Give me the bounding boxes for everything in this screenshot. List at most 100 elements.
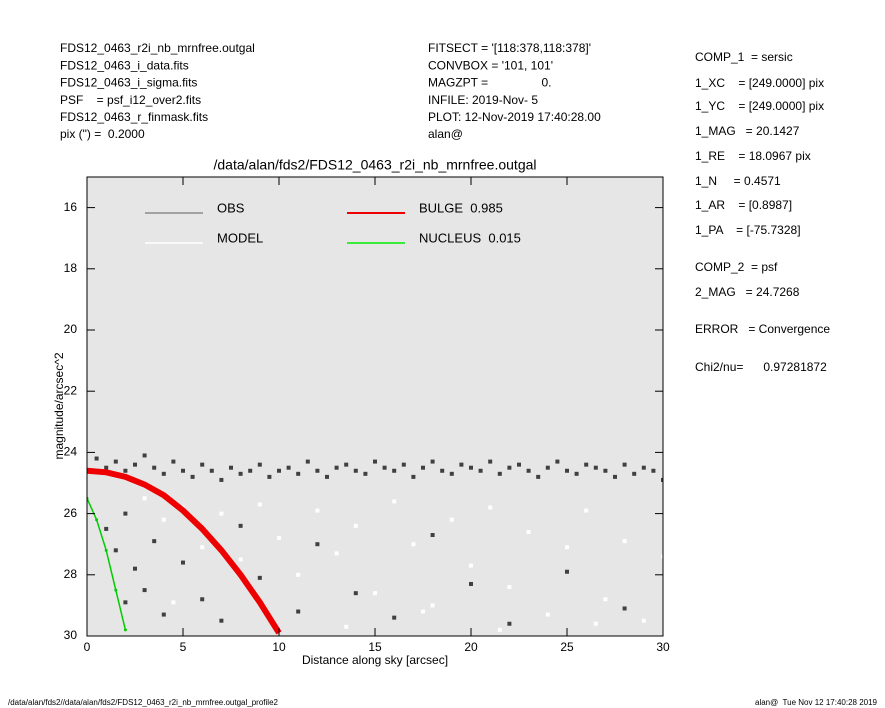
data-point [238,523,243,528]
data-point [344,624,349,629]
data-point [248,468,253,473]
data-point [113,548,118,553]
data-point [344,462,349,467]
data-point [238,557,243,562]
data-point [392,468,397,473]
data-point [363,471,368,476]
data-point [296,609,301,614]
data-point [296,471,301,476]
header-left-line: FDS12_0463_r_finmask.fits [60,110,208,124]
data-point [94,456,99,461]
data-point [353,591,358,596]
data-point [632,471,637,476]
data-point [469,465,473,470]
data-point [641,465,646,470]
data-point [113,459,118,464]
data-point [392,615,397,620]
data-point [171,459,176,464]
data-point [382,465,387,470]
data-point [353,523,358,528]
data-point [584,462,589,467]
data-point [526,529,531,534]
data-point [209,468,214,473]
data-point [277,468,281,473]
data-point [507,585,512,590]
parameter: 1_AR = [0.8987] [695,198,792,212]
header-middle-line: INFILE: 2019-Nov- 5 [428,93,538,107]
data-point [613,474,617,479]
data-point [161,612,166,617]
line-marker [123,628,127,632]
data-point [430,533,435,538]
y-tick-label: 30 [64,628,78,642]
data-point [421,609,425,614]
data-point [142,588,147,593]
data-point [584,508,589,513]
data-point [200,545,205,550]
parameter: 1_PA = [-75.7328] [695,223,801,237]
data-point [411,474,416,479]
data-point [353,468,358,473]
header-left-line: FDS12_0463_r2i_nb_mrnfree.outgal [60,41,255,55]
parameter: 1_XC = [249.0000] pix [695,76,824,90]
parameter: COMP_2 = psf [695,260,778,274]
data-point [603,597,608,602]
y-tick-label: 26 [64,506,78,520]
data-point [104,526,109,531]
footer-left: /data/alan/fds2//data/alan/fds2/FDS12_04… [8,698,279,707]
data-point [440,468,445,473]
parameter: 1_YC = [249.0000] pix [695,99,824,113]
parameter: 1_N = 0.4571 [695,174,781,188]
data-point [238,471,243,476]
data-point [133,462,137,467]
data-point [257,502,262,507]
data-point [574,471,579,476]
data-point [219,477,224,482]
header-left-line: FDS12_0463_i_sigma.fits [60,76,197,90]
chart-title: /data/alan/fds2/FDS12_0463_r2i_nb_mrnfre… [214,157,537,173]
x-tick-label: 30 [656,640,670,654]
data-line [87,467,282,635]
x-tick-label: 5 [180,640,187,654]
data-point [661,554,663,559]
data-point [373,459,377,464]
data-point [661,477,663,482]
data-point [488,459,493,464]
data-point [123,600,128,605]
data-point [622,462,627,467]
data-point [123,511,128,516]
data-point [161,471,166,476]
data-point [555,459,560,464]
data-point [334,465,339,470]
header-middle-line: CONVBOX = '101, 101' [428,58,553,72]
data-point [641,618,646,623]
legend-label: OBS [217,200,245,215]
parameter: 2_MAG = 24.7268 [695,285,800,299]
y-tick-label: 20 [64,322,78,336]
plot-area [87,453,663,635]
legend-label: MODEL [217,230,263,245]
data-point [430,459,435,464]
data-point [104,465,109,470]
line-marker [104,548,108,552]
data-point [181,468,185,473]
parameter: COMP_1 = sersic [695,50,793,64]
data-point [315,542,320,547]
data-point [507,465,512,470]
parameter: ERROR = Convergence [695,322,830,336]
header-middle-line: alan@ [428,127,463,141]
data-point [497,471,502,476]
data-point [469,581,473,586]
data-point [373,591,377,596]
data-point [267,474,272,479]
data-point [430,603,435,608]
parameter: 1_RE = 18.0967 pix [695,149,811,163]
data-point [315,508,320,513]
data-point [411,542,416,547]
data-point [497,627,502,632]
data-point [334,551,339,556]
data-point [181,560,185,565]
data-point [507,621,512,626]
data-point [545,612,550,617]
data-point [161,517,166,522]
